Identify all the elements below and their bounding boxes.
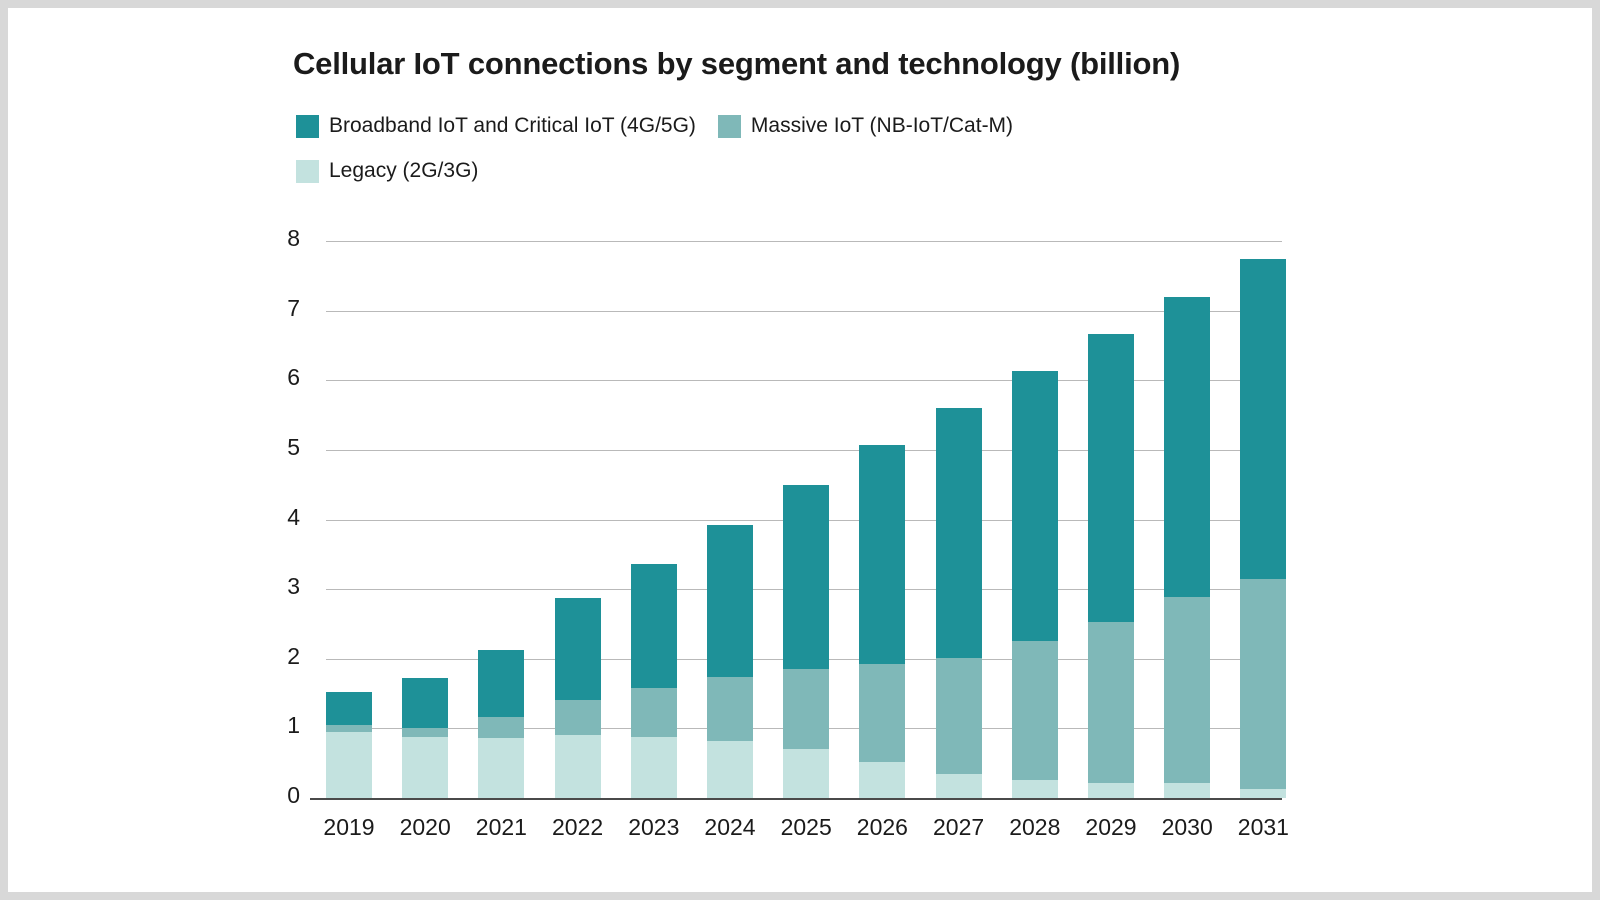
legend-label-broadband: Broadband IoT and Critical IoT (4G/5G) xyxy=(329,114,696,137)
bar-2025[interactable] xyxy=(783,8,830,798)
page-title: Cellular IoT connections by segment and … xyxy=(293,46,1181,81)
bar-2023[interactable] xyxy=(630,8,677,798)
legend-item-massive[interactable]: Massive IoT (NB-IoT/Cat-M) xyxy=(717,114,1014,138)
bar-segment-2025-s1[interactable] xyxy=(783,668,830,750)
bar-2026[interactable] xyxy=(859,8,906,798)
bar-segment-2022-s2[interactable] xyxy=(554,598,601,700)
bar-segment-2030-s0[interactable] xyxy=(1164,782,1211,798)
bar-segment-2028-s1[interactable] xyxy=(1011,641,1058,780)
legend-label-legacy: Legacy (2G/3G) xyxy=(329,159,479,182)
bar-segment-2027-s2[interactable] xyxy=(935,407,982,659)
bar-segment-2029-s2[interactable] xyxy=(1088,333,1134,622)
bar-segment-2020-s2[interactable] xyxy=(402,678,449,728)
legend-label-massive: Massive IoT (NB-IoT/Cat-M) xyxy=(750,114,1014,137)
chart-legend: Broadband IoT and Critical IoT (4G/5G) M… xyxy=(296,111,1196,201)
chart-card: Cellular IoT connections by segment and … xyxy=(8,8,1592,892)
bar-segment-2025-s2[interactable] xyxy=(783,485,830,669)
bar-segment-2021-s2[interactable] xyxy=(478,650,525,718)
bar-segment-2019-s0[interactable] xyxy=(326,731,372,798)
x-tick-label-2028: 2028 xyxy=(1009,814,1061,840)
bar-segment-2022-s1[interactable] xyxy=(554,699,601,735)
y-tick-label-2: 2 xyxy=(287,642,300,669)
plot-area: 0 1 2 3 4 5 6 7 8 2019 2020 2021 2022 2023 2024 2025 20… xyxy=(8,8,1592,892)
bar-segment-2021-s0[interactable] xyxy=(478,738,525,798)
y-tick-label-8: 8 xyxy=(287,225,300,252)
y-tick-label-6: 6 xyxy=(287,364,300,391)
x-axis-line xyxy=(310,798,1282,800)
bar-segment-2031-s2[interactable] xyxy=(1240,258,1287,580)
legend-item-broadband[interactable]: Broadband IoT and Critical IoT (4G/5G) xyxy=(296,114,696,138)
bar-segment-2029-s0[interactable] xyxy=(1088,782,1134,798)
y-tick-label-1: 1 xyxy=(287,712,300,739)
bar-2024[interactable] xyxy=(707,8,753,798)
y-tick-label-4: 4 xyxy=(287,503,300,530)
bar-segment-2030-s2[interactable] xyxy=(1164,296,1211,597)
page-frame: Cellular IoT connections by segment and … xyxy=(8,8,1592,892)
x-tick-label-2022: 2022 xyxy=(552,814,604,840)
y-tick-label-5: 5 xyxy=(287,434,300,460)
x-tick-label-2023: 2023 xyxy=(628,814,680,840)
bar-2020[interactable] xyxy=(402,8,449,798)
legend-swatch-broadband xyxy=(296,114,319,138)
x-tick-label-2020: 2020 xyxy=(399,814,451,840)
x-tick-label-2026: 2026 xyxy=(856,814,908,840)
bar-2029[interactable] xyxy=(1088,8,1134,798)
bar-2021[interactable] xyxy=(478,8,525,798)
legend-swatch-legacy xyxy=(296,159,319,183)
legend-item-legacy[interactable]: Legacy (2G/3G) xyxy=(296,159,478,183)
x-tick-label-2019: 2019 xyxy=(323,814,375,840)
bar-segment-2019-s1[interactable] xyxy=(326,724,372,732)
y-tick-label-3: 3 xyxy=(287,573,300,600)
bar-segment-2026-s0[interactable] xyxy=(859,761,906,798)
legend-row-2: Legacy (2G/3G) xyxy=(296,156,1196,186)
x-tick-label-2030: 2030 xyxy=(1161,814,1213,840)
bar-segment-2019-s2[interactable] xyxy=(326,692,372,725)
bar-segment-2023-s2[interactable] xyxy=(630,564,677,689)
x-tick-label-2031: 2031 xyxy=(1237,814,1289,840)
bar-segment-2024-s0[interactable] xyxy=(707,740,753,798)
x-tick-label-2027: 2027 xyxy=(933,814,985,840)
gridline-7 xyxy=(326,310,1282,312)
x-tick-label-2024: 2024 xyxy=(704,814,756,840)
y-tick-label-0: 0 xyxy=(287,782,300,808)
bar-2019[interactable] xyxy=(326,8,372,798)
bar-segment-2024-s2[interactable] xyxy=(707,525,753,677)
bar-2028[interactable] xyxy=(1011,8,1058,798)
bar-segment-2031-s0[interactable] xyxy=(1240,788,1287,798)
bar-segment-2031-s1[interactable] xyxy=(1240,579,1287,789)
bar-segment-2026-s1[interactable] xyxy=(859,663,906,762)
bar-segment-2027-s1[interactable] xyxy=(935,658,982,774)
bar-segment-2026-s2[interactable] xyxy=(859,445,906,664)
bar-segment-2021-s1[interactable] xyxy=(478,717,525,739)
bar-segment-2022-s0[interactable] xyxy=(554,734,601,798)
legend-swatch-massive xyxy=(717,114,741,138)
bar-2027[interactable] xyxy=(935,8,982,798)
bar-segment-2029-s1[interactable] xyxy=(1088,621,1134,783)
bar-segment-2024-s1[interactable] xyxy=(707,676,753,741)
gridline-8 xyxy=(326,241,1282,243)
x-tick-label-2021: 2021 xyxy=(475,814,527,840)
gridline-6 xyxy=(326,380,1282,382)
bar-segment-2025-s0[interactable] xyxy=(783,749,830,798)
bar-segment-2023-s1[interactable] xyxy=(630,688,677,737)
x-tick-label-2029: 2029 xyxy=(1085,814,1137,840)
bar-segment-2028-s2[interactable] xyxy=(1011,371,1058,642)
bar-2030[interactable] xyxy=(1164,8,1211,798)
y-tick-label-7: 7 xyxy=(287,294,300,321)
bar-segment-2023-s0[interactable] xyxy=(630,736,677,798)
bar-segment-2020-s1[interactable] xyxy=(402,727,449,738)
bar-2031[interactable] xyxy=(1240,8,1287,798)
x-tick-label-2025: 2025 xyxy=(780,814,832,840)
bar-segment-2028-s0[interactable] xyxy=(1011,779,1058,798)
bar-segment-2027-s0[interactable] xyxy=(935,773,982,798)
bar-2022[interactable] xyxy=(554,8,601,798)
gridline-5 xyxy=(326,450,1282,451)
bar-segment-2030-s1[interactable] xyxy=(1164,596,1211,783)
bar-segment-2020-s0[interactable] xyxy=(402,737,449,798)
legend-row-1: Broadband IoT and Critical IoT (4G/5G) M… xyxy=(296,111,1196,141)
